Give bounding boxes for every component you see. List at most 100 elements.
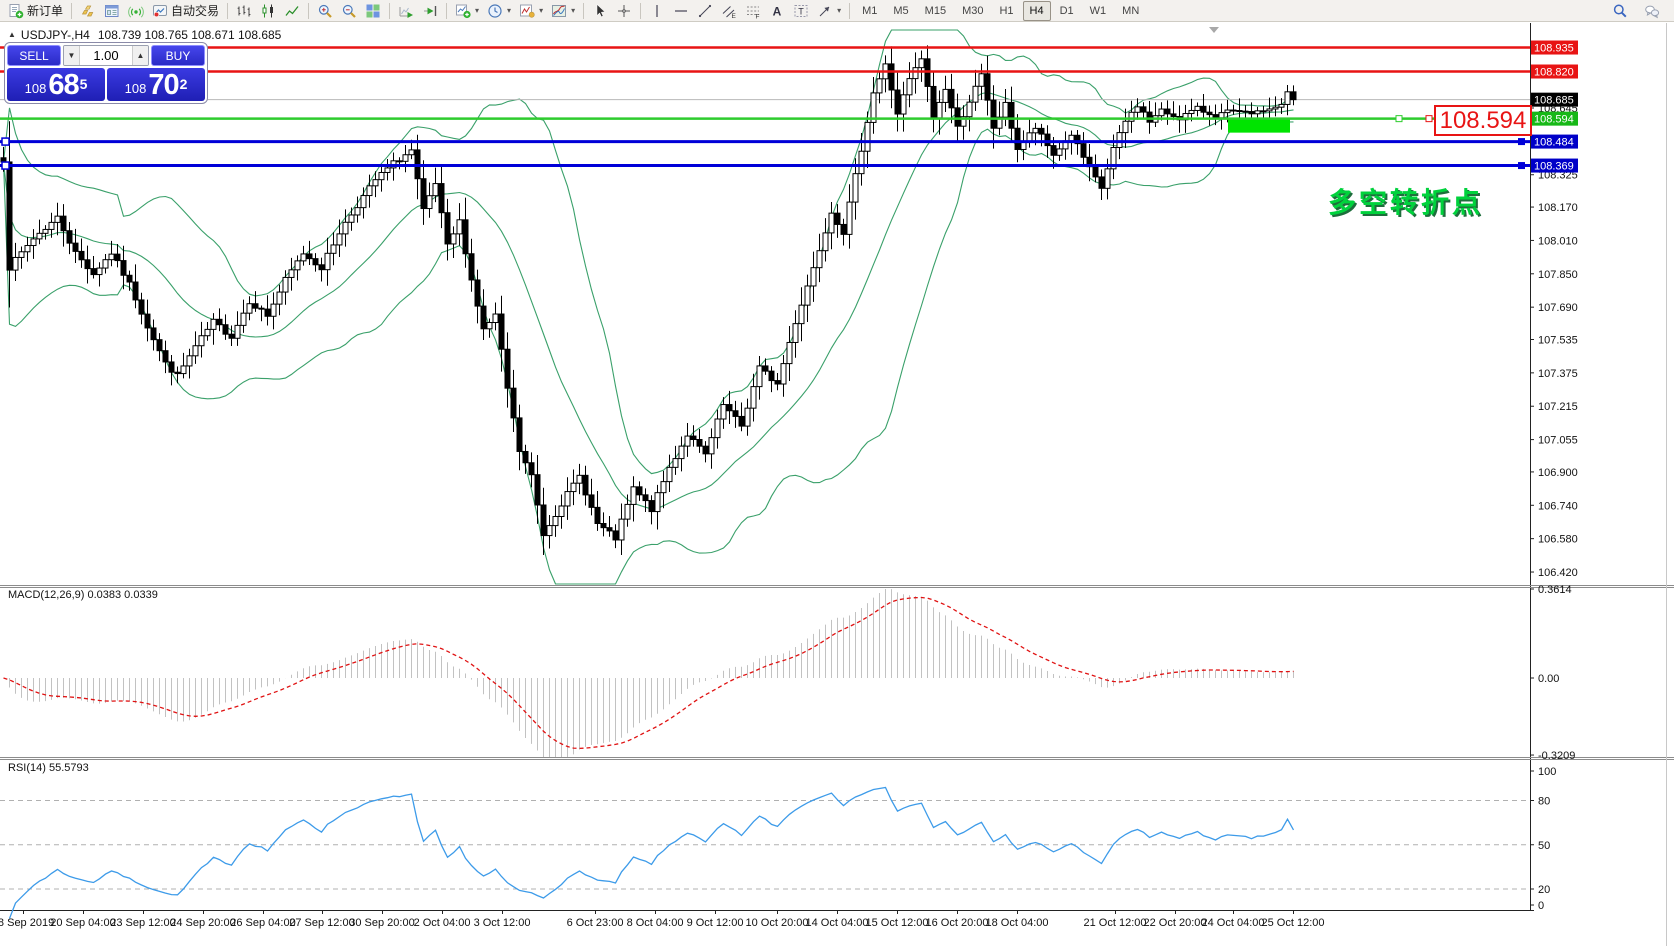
- svg-text:106.580: 106.580: [1538, 534, 1578, 546]
- arrows-dropdown[interactable]: ▾: [813, 0, 845, 22]
- svg-text:18 Sep 2019: 18 Sep 2019: [0, 917, 54, 929]
- buy-button[interactable]: BUY: [151, 45, 205, 66]
- sell-price-big: 68: [48, 69, 79, 101]
- zoom-in-icon: [318, 4, 332, 18]
- volume-increase-button[interactable]: ▲: [132, 46, 148, 65]
- macd-axis: 0.3614 0.00 -0.3209: [1530, 584, 1575, 762]
- autotrading-button[interactable]: 自动交易: [148, 0, 223, 22]
- timeframe-d1-button[interactable]: D1: [1059, 4, 1074, 17]
- toolbar-separator: [849, 2, 851, 19]
- svg-text:108.010: 108.010: [1538, 235, 1578, 247]
- buy-price-display[interactable]: 108 70 2: [107, 68, 205, 101]
- chat-button[interactable]: [1640, 0, 1664, 22]
- fibonacci-button[interactable]: F: [741, 0, 765, 22]
- new-order-button[interactable]: 新订单: [4, 0, 67, 22]
- chart-type-dropdown[interactable]: ▾: [547, 0, 579, 22]
- trendline-icon: [698, 4, 712, 17]
- toolbar-separator: [227, 2, 229, 19]
- timeframe-h1-button[interactable]: H1: [999, 4, 1014, 17]
- svg-text:107.850: 107.850: [1538, 269, 1578, 281]
- collapse-chart-icon[interactable]: ▲: [8, 30, 16, 39]
- auto-scroll-button[interactable]: [394, 0, 418, 22]
- zoom-out-button[interactable]: [337, 0, 361, 22]
- toolbar-separator: [308, 2, 310, 19]
- svg-text:2 Oct 04:00: 2 Oct 04:00: [414, 917, 471, 929]
- dropdown-arrow-icon: ▾: [837, 6, 842, 15]
- chart-frame: [0, 23, 1674, 946]
- one-click-trading-panel: SELL ▼ 1.00 ▲ BUY 108 68 5 108 70 2: [4, 42, 208, 104]
- svg-text:30 Sep 20:00: 30 Sep 20:00: [349, 917, 414, 929]
- candlestick-chart-button[interactable]: [256, 0, 280, 22]
- trendline-button[interactable]: [693, 0, 717, 22]
- svg-text:25 Oct 12:00: 25 Oct 12:00: [1262, 917, 1325, 929]
- toolbar-separator: [446, 2, 448, 19]
- svg-text:26 Sep 04:00: 26 Sep 04:00: [230, 917, 295, 929]
- timeframe-m1-button[interactable]: M1: [862, 4, 878, 17]
- dropdown-arrow-icon: ▾: [507, 6, 512, 15]
- one-click-prices: 108 68 5 108 70 2: [7, 68, 205, 101]
- svg-text:8 Oct 04:00: 8 Oct 04:00: [627, 917, 684, 929]
- ohlc-quotes: 108.739 108.765 108.671 108.685: [97, 28, 282, 42]
- svg-text:80: 80: [1538, 796, 1550, 808]
- vertical-line-button[interactable]: [645, 0, 669, 22]
- new-order-icon: [9, 3, 24, 18]
- svg-text:107.690: 107.690: [1538, 302, 1578, 314]
- search-button[interactable]: [1608, 0, 1632, 22]
- gold-symbols-button[interactable]: [76, 0, 100, 22]
- buy-price-big: 70: [148, 69, 179, 101]
- autotrading-button-label: 自动交易: [171, 4, 220, 18]
- bar-chart-button[interactable]: [232, 0, 256, 22]
- timeframe-m30-button[interactable]: M30: [962, 4, 984, 17]
- profiles-dropdown[interactable]: ▾: [483, 0, 515, 22]
- profiles-icon: [488, 3, 502, 18]
- price-level-text-object[interactable]: 108.594: [1434, 105, 1532, 136]
- new-chart-dropdown[interactable]: ▾: [451, 0, 483, 22]
- svg-text:107.535: 107.535: [1538, 334, 1578, 346]
- equidistant-channel-button[interactable]: E: [717, 0, 741, 22]
- chart-type-icon: [552, 4, 567, 17]
- timeframe-m5-button[interactable]: M5: [893, 4, 909, 17]
- timeframe-w1-button[interactable]: W1: [1089, 4, 1107, 17]
- vline-icon: [656, 4, 658, 17]
- horizontal-level-lines[interactable]: [0, 46, 1530, 168]
- new-order-button-label: 新订单: [27, 4, 64, 18]
- sell-price-base: 108: [24, 81, 47, 96]
- signals-button[interactable]: [124, 0, 148, 22]
- toolbar-separator: [389, 2, 391, 19]
- svg-text:107.215: 107.215: [1538, 401, 1578, 413]
- auto-scroll-icon: [399, 6, 414, 18]
- chart-shift-icon: [424, 5, 437, 16]
- indicators-icon: [520, 4, 535, 18]
- volume-input[interactable]: 1.00: [93, 48, 119, 63]
- zoom-out-icon: [342, 4, 356, 18]
- svg-text:108.325: 108.325: [1538, 170, 1578, 182]
- cursor-button[interactable]: [588, 0, 612, 22]
- volume-decrease-button[interactable]: ▼: [64, 46, 80, 65]
- indicators-dropdown[interactable]: ▾: [515, 0, 547, 22]
- chart-shift-button[interactable]: [418, 0, 442, 22]
- zoom-in-button[interactable]: [313, 0, 337, 22]
- annotation-text-object[interactable]: 多空转折点: [1328, 187, 1484, 218]
- main-toolbar: 新订单 自动交易 ▾ ▾ ▾ ▾ E F A T ▾ M1 M5 M15 M30 H1 H4 D1 W1 MN: [0, 0, 1674, 22]
- timeframe-h4-button[interactable]: H4: [1022, 0, 1051, 21]
- tile-windows-button[interactable]: [361, 0, 385, 22]
- sell-price-display[interactable]: 108 68 5: [7, 68, 105, 101]
- crosshair-button[interactable]: [612, 0, 636, 22]
- svg-text:-0.3209: -0.3209: [1538, 750, 1575, 762]
- sell-price-pip: 5: [79, 76, 88, 92]
- line-chart-button[interactable]: [280, 0, 304, 22]
- market-watch-button[interactable]: [100, 0, 124, 22]
- svg-text:107.375: 107.375: [1538, 368, 1578, 380]
- svg-text:108.935: 108.935: [1534, 43, 1574, 55]
- text-label-button[interactable]: T: [789, 0, 813, 22]
- timeframe-m15-button[interactable]: M15: [924, 4, 947, 17]
- horizontal-line-button[interactable]: [669, 0, 693, 22]
- timeframe-mn-button[interactable]: MN: [1122, 4, 1140, 17]
- svg-text:100: 100: [1538, 766, 1556, 778]
- text-button[interactable]: A: [765, 0, 789, 22]
- svg-text:0.3614: 0.3614: [1538, 584, 1572, 596]
- highlight-rectangle-object[interactable]: [1228, 118, 1290, 133]
- svg-text:A: A: [773, 4, 782, 18]
- chat-icon: [1645, 5, 1660, 18]
- sell-button[interactable]: SELL: [7, 45, 61, 66]
